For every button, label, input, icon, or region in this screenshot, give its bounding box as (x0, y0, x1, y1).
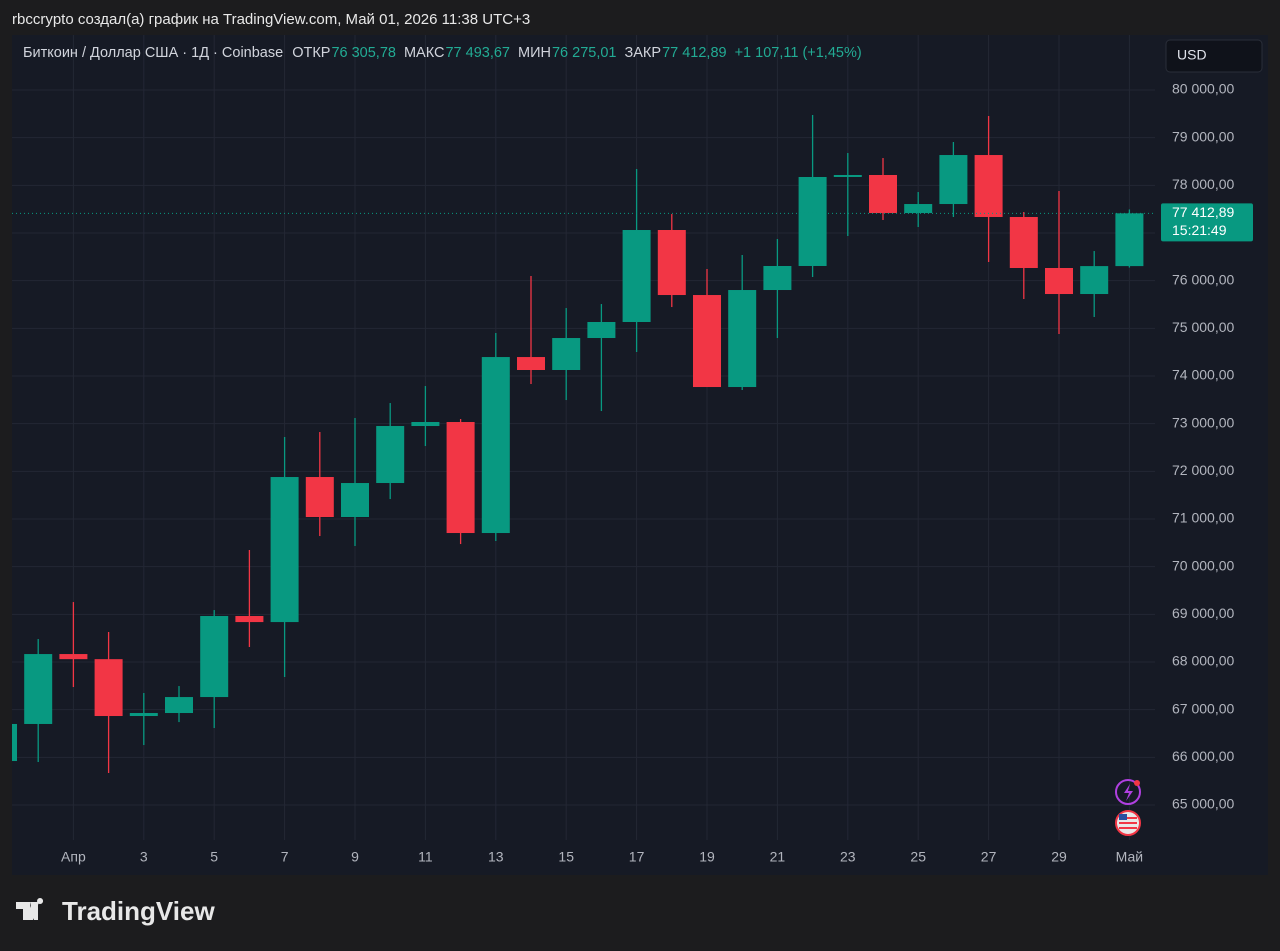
candle-body (341, 483, 369, 518)
x-tick-label: 21 (770, 849, 786, 865)
candle-body (728, 290, 757, 388)
x-tick-label: 11 (418, 849, 433, 865)
candle-body (693, 295, 721, 388)
low-value: 76 275,01 (551, 45, 617, 61)
candle-body (94, 659, 123, 717)
logo-mark (16, 898, 44, 920)
flag-canton (1119, 814, 1127, 820)
x-tick-label: 9 (351, 849, 359, 865)
low-label: МИН (518, 45, 551, 61)
candle-body (200, 616, 229, 698)
candle-body (587, 322, 616, 339)
open-value: 76 305,78 (331, 45, 396, 61)
x-tick-label: Апр (61, 849, 86, 865)
candle-body (165, 697, 193, 714)
y-tick-label: 67 000,00 (1172, 700, 1234, 716)
candle-body (1009, 216, 1038, 268)
alert-bolt (1124, 784, 1133, 801)
y-tick-label: 72 000,00 (1172, 462, 1234, 478)
chart-panel (12, 35, 1268, 875)
high-label: МАКС (403, 45, 445, 61)
candle-body (763, 265, 792, 291)
y-tick-label: 73 000,00 (1172, 414, 1234, 430)
candle-body (24, 654, 53, 724)
y-tick-label: 68 000,00 (1172, 653, 1234, 669)
candle-body (270, 477, 299, 623)
x-tick-label: Май (1116, 849, 1143, 865)
last-price-tag (1161, 203, 1253, 242)
countdown: 15:21:49 (1172, 222, 1227, 238)
candle-body (446, 422, 475, 534)
candle-body (376, 426, 405, 484)
x-tick-label: 25 (910, 849, 926, 865)
candle-body (411, 422, 440, 427)
candle-body (657, 230, 686, 296)
candle-body (59, 654, 88, 660)
currency[interactable]: USD (1177, 47, 1207, 63)
y-tick-label: 65 000,00 (1172, 796, 1234, 812)
candle-body (235, 616, 264, 623)
open-label: ОТКР (292, 45, 331, 61)
y-tick-label: 66 000,00 (1172, 748, 1234, 764)
x-tick-label: 13 (488, 849, 504, 865)
x-tick-label: 29 (1051, 849, 1067, 865)
symbol-header: Биткоин / Доллар США · 1Д · Coinbase ОТК… (23, 45, 870, 61)
y-tick-label: 76 000,00 (1172, 271, 1234, 287)
y-tick-label: 74 000,00 (1172, 367, 1234, 383)
candle-body (305, 477, 334, 518)
candle-body (552, 338, 581, 371)
y-tick-label: 78 000,00 (1172, 176, 1234, 192)
candle-body (833, 174, 862, 177)
last-price-label: 77 412,89 (1172, 204, 1234, 220)
change-value: +1 107,11 (+1,45%) (734, 45, 862, 61)
close-label: ЗАКР (624, 45, 662, 61)
high-value: 77 493,67 (445, 45, 510, 61)
alert-dot (1134, 780, 1140, 786)
candle-body (939, 155, 968, 205)
alert-icon[interactable] (1115, 779, 1141, 805)
candle-body (129, 713, 158, 717)
currency-button[interactable] (1165, 39, 1263, 73)
candle-body (869, 174, 897, 214)
x-tick-label: 3 (140, 849, 148, 865)
candle-body (517, 357, 545, 371)
y-tick-label: 79 000,00 (1172, 128, 1234, 144)
candle-body (798, 176, 827, 266)
y-tick-label: 71 000,00 (1172, 510, 1234, 526)
x-tick-label: 17 (629, 849, 645, 865)
close-value: 77 412,89 (662, 45, 727, 61)
candle-body (1115, 213, 1144, 267)
symbol: Биткоин / Доллар США · 1Д · Coinbase (23, 45, 284, 61)
candle-body (904, 204, 933, 214)
x-tick-label: 19 (699, 849, 715, 865)
candle-body (974, 155, 1003, 217)
logo-mark-part (30, 902, 38, 920)
candle-body (481, 357, 510, 534)
logo-text: TradingView (62, 896, 215, 926)
y-tick-label: 75 000,00 (1172, 319, 1234, 335)
x-tick-label: 23 (840, 849, 856, 865)
caption: rbccrypto создал(а) график на TradingVie… (12, 11, 530, 28)
x-tick-label: 7 (281, 849, 289, 865)
candle-body (1045, 267, 1073, 295)
x-tick-label: 27 (981, 849, 997, 865)
candle-body (12, 723, 17, 762)
candle-body (1080, 266, 1109, 295)
candle-body (622, 230, 651, 323)
y-tick-label: 80 000,00 (1172, 81, 1234, 97)
y-tick-label: 70 000,00 (1172, 557, 1234, 573)
x-tick-label: 15 (558, 849, 574, 865)
x-tick-label: 5 (210, 849, 218, 865)
y-tick-label: 69 000,00 (1172, 605, 1234, 621)
